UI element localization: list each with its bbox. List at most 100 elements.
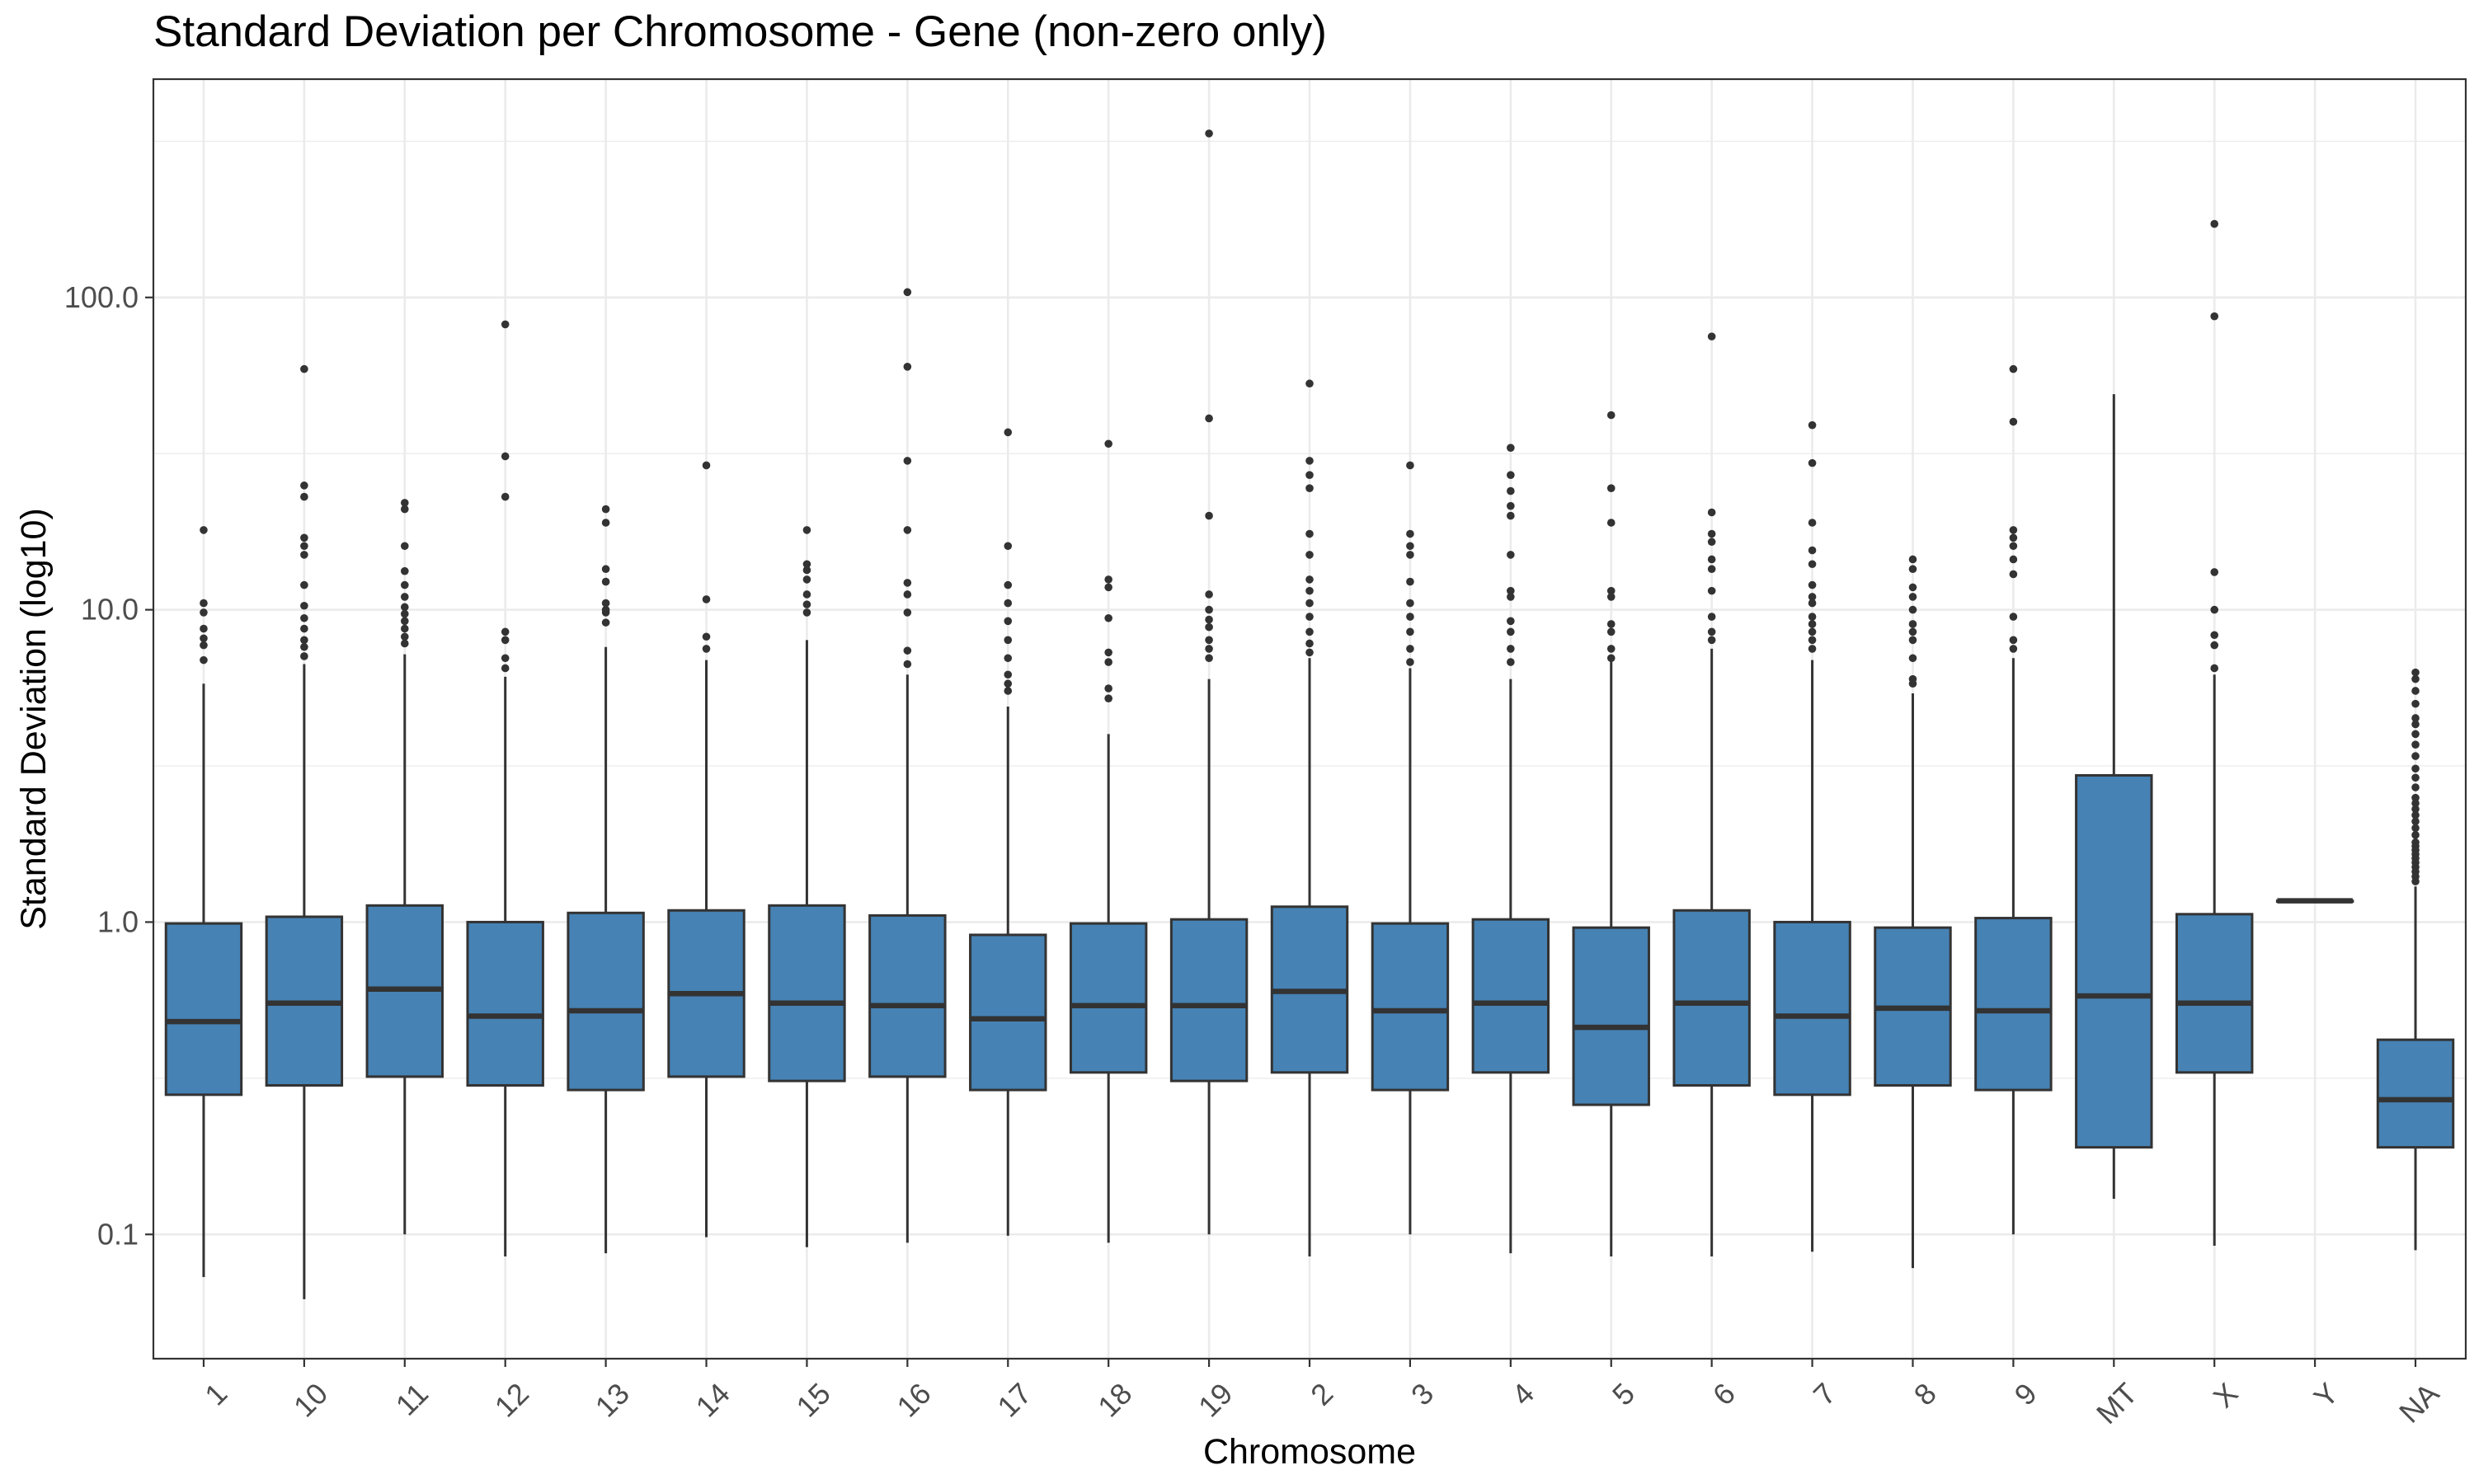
box-group-NA [2376, 668, 2455, 1251]
outlier-point [1004, 670, 1013, 679]
outlier-point [2411, 877, 2420, 885]
outlier-point [1808, 636, 1817, 645]
x-tick-label: 7 [1807, 1376, 1842, 1411]
outlier-point [1406, 613, 1414, 621]
outlier-point [2411, 699, 2420, 708]
outlier-point [903, 590, 912, 599]
outlier-point [400, 542, 409, 551]
outlier-point [2411, 805, 2420, 814]
outlier-point [1808, 560, 1817, 569]
outlier-point [601, 505, 610, 514]
outlier-point [300, 652, 308, 660]
outlier-point [400, 603, 409, 612]
outlier-point [1004, 679, 1013, 688]
iqr-box [466, 920, 544, 1087]
y-axis-title: Standard Deviation (log10) [14, 508, 54, 930]
outlier-point [501, 636, 510, 645]
outlier-point [300, 492, 308, 501]
outlier-point [1707, 508, 1716, 517]
outlier-point [802, 526, 811, 534]
outlier-point [1205, 414, 1213, 423]
outlier-point [1808, 420, 1817, 430]
outlier-point [903, 526, 912, 534]
iqr-box [2075, 773, 2153, 1149]
outlier-point [1205, 615, 1213, 624]
outlier-point [300, 642, 308, 651]
outlier-point [2411, 740, 2420, 749]
box-group-11 [365, 499, 444, 1235]
outlier-point [1305, 575, 1314, 584]
box-group-9 [1974, 364, 2053, 1235]
outlier-point [903, 579, 912, 587]
outlier-point [1507, 486, 1515, 495]
outlier-point [2411, 730, 2420, 739]
outlier-point [2411, 764, 2420, 773]
chart-title: Standard Deviation per Chromosome - Gene… [153, 7, 1327, 56]
x-tick-label: 16 [890, 1376, 937, 1423]
outlier-point [1004, 617, 1013, 626]
box-group-14 [667, 461, 745, 1237]
outlier-point [1004, 654, 1013, 663]
outlier-point [1205, 645, 1213, 653]
outlier-point [400, 505, 409, 514]
outlier-point [903, 363, 912, 371]
x-tick-label: 2 [1304, 1376, 1339, 1411]
outlier-point [2009, 526, 2018, 534]
outlier-point [1205, 511, 1213, 520]
outlier-point [1707, 538, 1716, 547]
outlier-point [200, 526, 208, 534]
outlier-point [1507, 471, 1515, 479]
outlier-point [2210, 641, 2219, 650]
outlier-point [702, 632, 711, 641]
x-tick-label: 3 [1404, 1376, 1440, 1411]
outlier-point [1305, 639, 1314, 648]
outlier-point [1104, 613, 1112, 622]
box-group-19 [1169, 129, 1249, 1235]
box-group-5 [1572, 411, 1650, 1256]
outlier-point [1104, 658, 1112, 666]
iqr-box [2376, 1038, 2455, 1149]
x-tick-label: 15 [789, 1376, 836, 1423]
x-tick-label: 14 [689, 1376, 736, 1423]
x-tick-label: 13 [589, 1376, 636, 1423]
outlier-point [1004, 687, 1013, 695]
outlier-point [2411, 674, 2420, 683]
outlier-point [501, 627, 510, 636]
box-group-Y [2275, 898, 2354, 904]
outlier-point [1305, 379, 1314, 388]
outlier-point [400, 499, 409, 507]
outlier-point [1406, 461, 1414, 470]
outlier-point [2411, 793, 2420, 802]
outlier-point [1205, 129, 1213, 138]
outlier-point [1406, 599, 1414, 608]
outlier-point [1707, 636, 1716, 645]
outlier-point [400, 639, 409, 648]
x-tick-label: 8 [1907, 1376, 1943, 1411]
outlier-point [300, 481, 308, 490]
outlier-point [1808, 627, 1817, 636]
outlier-point [1808, 645, 1817, 653]
outlier-point [1104, 694, 1112, 702]
outlier-point [1606, 411, 1616, 420]
iqr-box [164, 922, 243, 1097]
x-tick-label: 11 [389, 1376, 435, 1421]
outlier-point [2009, 645, 2018, 653]
outlier-point [1707, 565, 1716, 574]
outlier-point [2210, 664, 2219, 673]
outlier-point [1004, 636, 1013, 645]
outlier-point [802, 600, 811, 608]
iqr-box [1169, 918, 1249, 1082]
outlier-point [300, 542, 308, 551]
outlier-point [1205, 622, 1213, 632]
iqr-box [1371, 922, 1450, 1092]
x-tick-label: X [2207, 1376, 2245, 1414]
outlier-point [1305, 551, 1314, 559]
outlier-point [1808, 620, 1817, 628]
y-tick-label: 0.1 [97, 1217, 139, 1251]
outlier-point [200, 599, 208, 608]
outlier-point [1406, 551, 1414, 559]
outlier-point [1406, 542, 1414, 551]
outlier-point [1808, 599, 1817, 608]
box-group-3 [1371, 461, 1450, 1235]
